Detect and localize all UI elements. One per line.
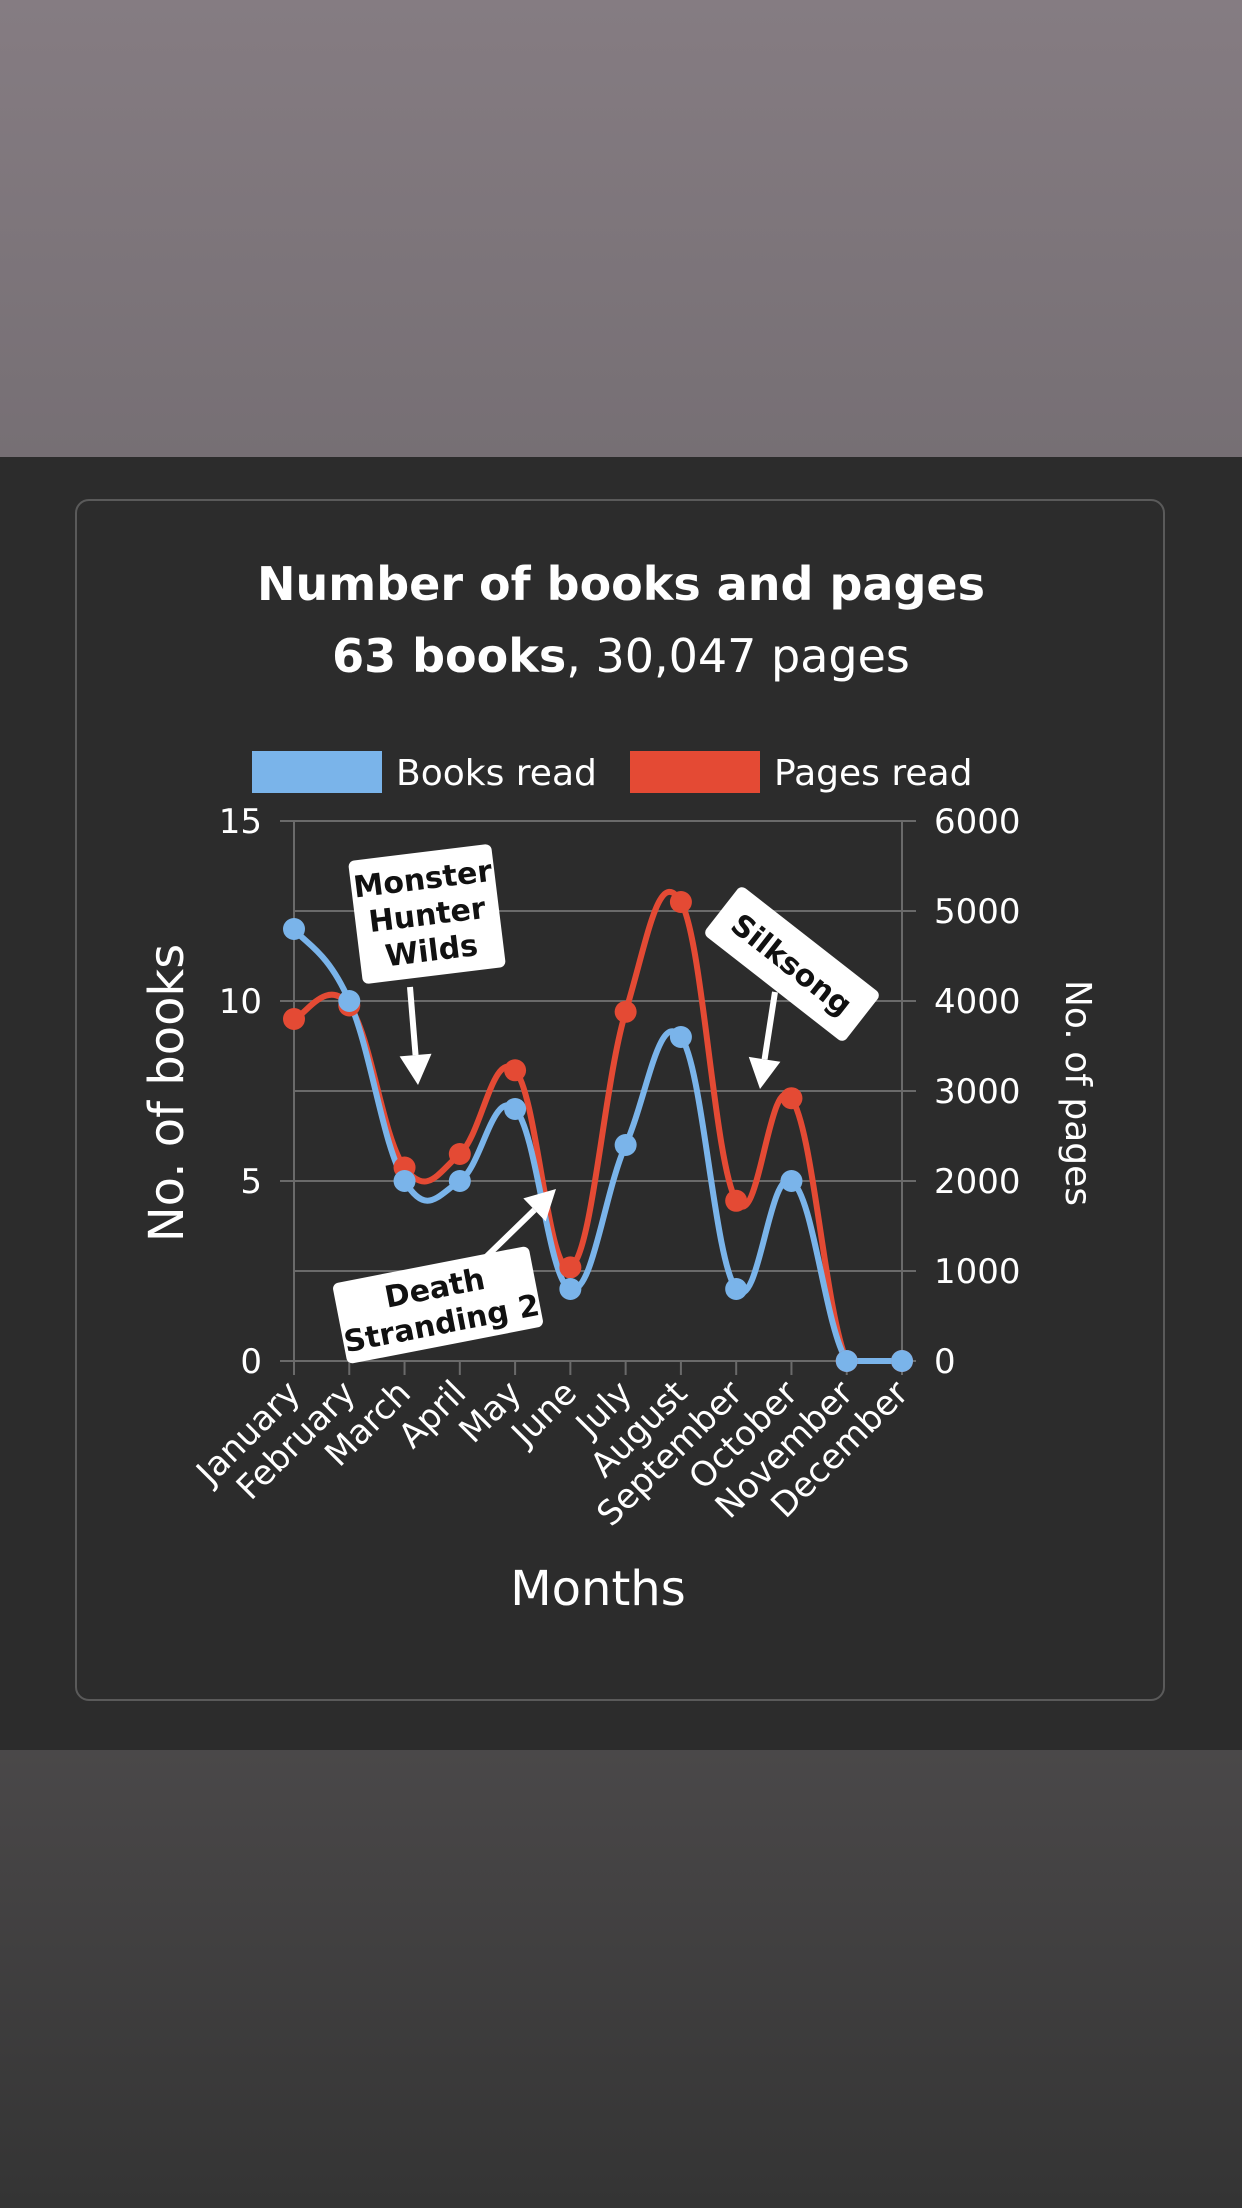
chart-svg: 0510150100020003000400050006000JanuaryFe… xyxy=(139,557,1098,1617)
data-point-books xyxy=(780,1170,803,1192)
data-point-books xyxy=(835,1350,858,1372)
y-tick-label-right: 6000 xyxy=(934,802,1021,842)
data-point-books xyxy=(614,1134,637,1156)
y-tick-label-right: 4000 xyxy=(934,982,1021,1022)
data-point-books xyxy=(891,1350,913,1372)
data-points xyxy=(283,891,913,1372)
legend-swatch-books xyxy=(252,751,382,793)
y-tick-label-right: 1000 xyxy=(934,1252,1021,1292)
y-axis-label-left: No. of books xyxy=(139,944,195,1242)
y-tick-label-right: 5000 xyxy=(934,892,1021,932)
data-point-pages xyxy=(559,1256,582,1279)
chart-title: Number of books and pages xyxy=(257,557,985,611)
annotation-arrowhead xyxy=(748,1056,781,1089)
chart-subtitle: 63 books, 30,047 pages xyxy=(332,629,910,683)
data-point-pages xyxy=(614,1000,637,1023)
legend-label-pages: Pages read xyxy=(774,753,972,794)
y-tick-label-left: 15 xyxy=(219,802,262,842)
data-point-books xyxy=(725,1278,748,1300)
legend-label-books: Books read xyxy=(396,753,597,794)
legend-swatch-pages xyxy=(630,751,760,793)
blurred-background-bottom xyxy=(0,1750,1242,2208)
data-point-books xyxy=(559,1278,582,1300)
y-tick-label-left: 5 xyxy=(240,1162,262,1202)
annotation-arrowhead xyxy=(399,1053,432,1085)
data-point-pages xyxy=(669,891,692,913)
y-tick-label-right: 2000 xyxy=(934,1162,1021,1202)
y-tick-label-left: 10 xyxy=(219,982,262,1022)
data-point-books xyxy=(283,918,305,940)
data-point-books xyxy=(669,1026,692,1048)
data-point-books xyxy=(448,1170,471,1192)
annotation-box xyxy=(705,887,879,1041)
data-point-pages xyxy=(448,1143,471,1165)
data-point-pages xyxy=(780,1087,803,1110)
data-point-pages xyxy=(504,1059,527,1082)
annotation-callout: Silksong xyxy=(705,887,879,1041)
data-point-books xyxy=(504,1098,527,1120)
data-point-pages xyxy=(725,1189,748,1212)
data-point-books xyxy=(393,1170,416,1192)
y-axis-label-right: No. of pages xyxy=(1057,980,1098,1206)
y-tick-label-left: 0 xyxy=(240,1342,262,1382)
annotation-arrow xyxy=(761,991,778,1060)
data-point-pages xyxy=(283,1008,305,1030)
annotation-arrow xyxy=(483,1207,537,1260)
subtitle-pages-total: , 30,047 pages xyxy=(566,629,910,683)
annotation-arrow xyxy=(407,986,419,1056)
x-axis-label: Months xyxy=(510,1561,685,1617)
blurred-background-top xyxy=(0,0,1242,457)
chart-panel: 0 5 10 15 0 1000 2000 3000 4000 5000 6000 January Fe… xyxy=(0,457,1242,1750)
annotation-box xyxy=(333,1246,543,1364)
data-point-books xyxy=(338,990,361,1012)
subtitle-books-total: 63 books xyxy=(332,629,566,683)
axes xyxy=(293,821,903,1361)
annotation-box xyxy=(348,844,506,984)
y-tick-label-right: 0 xyxy=(934,1342,956,1382)
chart-card xyxy=(75,499,1165,1701)
y-tick-label-right: 3000 xyxy=(934,1072,1021,1112)
annotation-arrowhead xyxy=(523,1189,556,1222)
legend: Books read Pages read xyxy=(252,751,972,794)
